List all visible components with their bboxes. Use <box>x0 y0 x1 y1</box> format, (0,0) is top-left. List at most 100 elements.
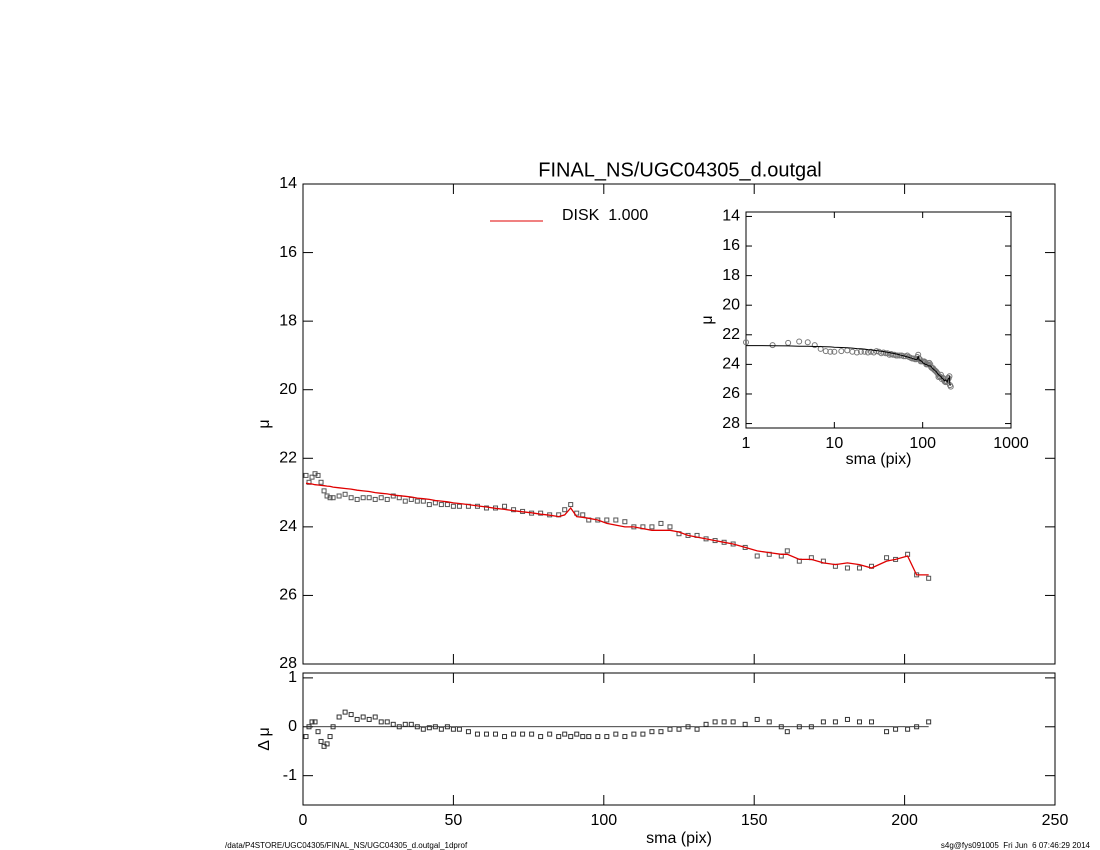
data-point <box>856 565 862 571</box>
residual-point <box>444 724 450 730</box>
data-point <box>538 510 544 516</box>
residual-point <box>327 734 333 740</box>
residual-point <box>315 729 321 735</box>
residual-point <box>884 729 890 735</box>
residual-point <box>844 716 850 722</box>
residual-point <box>721 719 727 725</box>
data-point <box>658 520 664 526</box>
x-tick-label: 0 <box>299 812 308 829</box>
residual-point <box>360 714 366 720</box>
residual-point <box>396 724 402 730</box>
y-tick-label: 26 <box>279 587 297 604</box>
inset-point <box>831 348 838 355</box>
data-point <box>414 498 420 504</box>
y-tick-label: 20 <box>279 381 297 398</box>
data-point <box>321 488 327 494</box>
data-point <box>354 496 360 502</box>
residual-point <box>324 741 330 747</box>
residual-point <box>712 719 718 725</box>
y-tick-label: 26 <box>722 385 740 402</box>
data-point <box>784 548 790 554</box>
x-tick-label: 50 <box>445 812 463 829</box>
residual-point <box>926 719 932 725</box>
x-tick-label: 100 <box>909 435 936 452</box>
plot-frame <box>745 211 1012 429</box>
inset-point <box>882 350 889 357</box>
y-tick-label: 14 <box>279 175 297 192</box>
residual-point <box>649 729 655 735</box>
data-point <box>580 512 586 518</box>
residual-point <box>432 724 438 730</box>
inset-point <box>844 347 851 354</box>
residual-point <box>796 724 802 730</box>
data-point <box>604 517 610 523</box>
y-tick-label: 0 <box>288 718 297 735</box>
inset-point <box>804 339 811 346</box>
residual-point <box>342 709 348 715</box>
data-point <box>408 496 414 502</box>
plot-frame <box>302 672 1056 806</box>
residual-point <box>893 726 899 732</box>
residual-point <box>556 734 562 740</box>
residual-point <box>426 725 432 731</box>
residual-point <box>613 731 619 737</box>
residual-point <box>914 724 920 730</box>
data-point <box>926 575 932 581</box>
residual-point <box>676 726 682 732</box>
residual-point <box>586 734 592 740</box>
y-tick-label: 24 <box>722 356 740 373</box>
data-point <box>318 479 324 485</box>
inset-point <box>857 348 864 355</box>
residual-point <box>667 726 673 732</box>
residual-point <box>336 714 342 720</box>
residual-point <box>832 719 838 725</box>
residual-point <box>529 731 535 737</box>
residual-point <box>568 734 574 740</box>
y-tick-label: 18 <box>279 312 297 329</box>
residual-point <box>450 726 456 732</box>
inset-point <box>933 368 940 375</box>
residual-point <box>408 721 414 727</box>
data-point <box>483 505 489 511</box>
inset-point <box>838 348 845 355</box>
y-tick-label: 22 <box>279 450 297 467</box>
residual-point <box>574 731 580 737</box>
residual-point <box>520 731 526 737</box>
residual-point <box>366 716 372 722</box>
data-point <box>315 472 321 478</box>
residual-point <box>414 724 420 730</box>
data-point <box>390 493 396 499</box>
data-point <box>330 495 336 501</box>
data-point <box>420 498 426 504</box>
residual-point <box>685 724 691 730</box>
inset-point <box>867 348 874 355</box>
residual-point <box>784 729 790 735</box>
residual-point <box>390 721 396 727</box>
y-axis-label: μ <box>699 315 716 324</box>
residual-point <box>372 714 378 720</box>
inset-point <box>811 342 818 349</box>
data-point <box>568 502 574 508</box>
x-tick-label: 1 <box>742 435 751 452</box>
data-point <box>667 524 673 530</box>
data-point <box>444 502 450 508</box>
residual-point <box>538 734 544 740</box>
y-tick-label: 28 <box>722 415 740 432</box>
residual-point <box>640 731 646 737</box>
data-point <box>502 503 508 509</box>
residual-point <box>303 734 309 740</box>
residual-point <box>420 726 426 732</box>
data-point <box>622 519 628 525</box>
data-point <box>303 472 309 478</box>
residual-point <box>402 721 408 727</box>
x-tick-label: 100 <box>590 812 617 829</box>
chart-title: FINAL_NS/UGC04305_d.outgal <box>538 159 822 181</box>
data-point <box>366 495 372 501</box>
data-point <box>450 503 456 509</box>
residual-point <box>856 719 862 725</box>
residual-point <box>905 726 911 732</box>
residual-point <box>438 726 444 732</box>
residual-point <box>778 724 784 730</box>
data-point <box>309 474 315 480</box>
data-point <box>432 500 438 506</box>
